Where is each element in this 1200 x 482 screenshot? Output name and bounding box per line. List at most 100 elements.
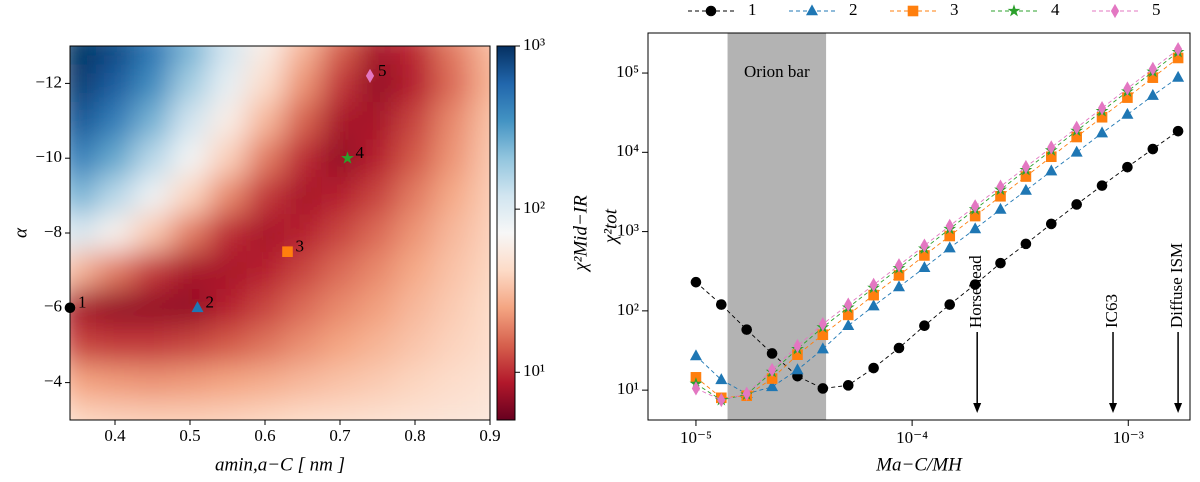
heat-cell xyxy=(283,401,322,420)
shaded-region xyxy=(727,33,827,420)
heat-cell xyxy=(358,363,397,402)
marker xyxy=(1121,107,1134,119)
heat-cell xyxy=(396,102,435,140)
heat-cell xyxy=(471,139,490,178)
heat-cell xyxy=(283,139,322,178)
heat-cell xyxy=(471,401,490,420)
point-label: 3 xyxy=(296,237,305,256)
marker xyxy=(1097,101,1107,116)
x-tick-label: 0.8 xyxy=(404,426,425,445)
point-label: 2 xyxy=(206,293,215,312)
marker xyxy=(705,5,717,17)
heat-cell xyxy=(283,46,322,66)
heat-cell xyxy=(321,363,360,402)
marker xyxy=(996,179,1005,194)
heat-cell xyxy=(171,363,210,402)
heat-cell xyxy=(133,289,172,327)
heat-cell xyxy=(433,401,472,420)
y-tick-label: −4 xyxy=(44,372,63,391)
heat-cell xyxy=(171,214,210,253)
heat-cell xyxy=(396,214,435,253)
marker xyxy=(1148,61,1157,76)
heat-cell xyxy=(246,363,285,402)
heat-cell xyxy=(433,289,472,327)
heat-cell xyxy=(133,326,172,365)
heat-cell xyxy=(246,102,285,140)
y-tick-label: −12 xyxy=(35,72,62,91)
y-tick-label: −6 xyxy=(44,297,62,316)
heat-cell xyxy=(321,326,360,365)
y-tick-label: 10³ xyxy=(617,220,639,239)
heat-cell xyxy=(133,139,172,178)
heat-cell xyxy=(358,176,397,215)
series-line xyxy=(695,48,1179,401)
heat-cell xyxy=(433,363,472,402)
marker xyxy=(1173,42,1183,57)
y-axis-label: χ²tot xyxy=(600,208,621,245)
heat-cell xyxy=(96,139,135,178)
heat-cell xyxy=(70,214,97,253)
marker xyxy=(893,342,905,354)
heat-cell xyxy=(283,326,322,365)
marker xyxy=(844,297,853,312)
y-tick-label: 10⁴ xyxy=(616,141,639,160)
heat-cell xyxy=(396,176,435,215)
arrow-head xyxy=(1174,403,1183,413)
heat-cell xyxy=(358,401,397,420)
marker xyxy=(715,373,728,385)
heat-cell xyxy=(471,176,490,215)
x-tick-label: 0.7 xyxy=(329,426,351,445)
heat-cell xyxy=(433,46,472,66)
marker xyxy=(919,320,930,331)
y-axis-label: α xyxy=(10,227,31,238)
marker xyxy=(365,68,375,84)
marker xyxy=(842,380,854,391)
marker xyxy=(867,299,880,311)
x-tick-label: 10⁻⁵ xyxy=(680,428,712,447)
heat-cell xyxy=(433,214,472,253)
heat-cell xyxy=(133,102,172,140)
marker xyxy=(1021,159,1031,175)
marker xyxy=(1045,218,1057,230)
marker xyxy=(969,279,981,290)
marker xyxy=(1020,238,1032,250)
heat-cell xyxy=(133,64,172,103)
x-axis-label: amin,a−C [ nm ] xyxy=(215,454,345,475)
marker xyxy=(1019,183,1032,195)
heat-cell xyxy=(283,289,322,327)
heat-cell xyxy=(471,46,490,66)
plot-area xyxy=(689,33,1185,420)
heat-cell xyxy=(96,176,135,215)
marker xyxy=(1146,88,1159,100)
legend-label: 1 xyxy=(748,0,757,19)
plot-frame xyxy=(647,32,1191,421)
heat-cell xyxy=(358,326,397,365)
colorbar-tick-label: 10² xyxy=(523,198,545,217)
heat-cell xyxy=(171,401,210,420)
marker xyxy=(894,258,904,273)
heat-cell xyxy=(70,46,97,66)
marker xyxy=(817,383,829,394)
heat-cell xyxy=(433,326,472,365)
marker xyxy=(944,299,956,310)
y-tick-label: 10¹ xyxy=(617,379,639,398)
heat-cell xyxy=(96,214,135,253)
marker xyxy=(971,199,980,214)
heat-cell xyxy=(133,251,172,290)
marker xyxy=(793,338,802,354)
marker xyxy=(717,392,726,408)
heat-cell xyxy=(171,176,210,215)
heat-cell xyxy=(358,251,397,290)
legend-label: 3 xyxy=(950,0,959,19)
marker xyxy=(816,342,829,354)
heat-cell xyxy=(396,64,435,103)
heatmap xyxy=(70,46,490,420)
marker xyxy=(869,277,878,292)
heat-cell xyxy=(208,251,247,290)
colorbar-tick-label: 10³ xyxy=(523,35,545,54)
colorbar xyxy=(496,45,516,421)
heat-cell xyxy=(283,214,322,253)
heat-cell xyxy=(321,176,360,215)
legend-label: 5 xyxy=(1152,0,1161,19)
